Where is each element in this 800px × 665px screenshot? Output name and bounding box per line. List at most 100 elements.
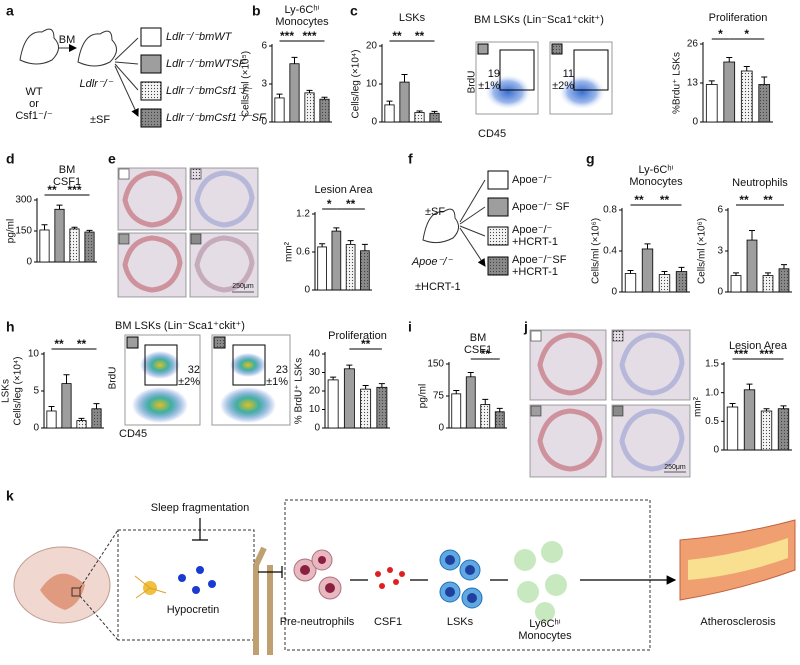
y-axis-label: Cells/ml (×10⁶)	[697, 218, 708, 284]
group-label: Apoe⁻/⁻	[512, 224, 553, 236]
y-tick-label: 40	[309, 349, 321, 360]
y-tick-label: 0	[713, 445, 719, 456]
chart-title: Ly-6Cʰⁱ	[638, 164, 673, 176]
y-axis-label: %Brdu⁺ LSKs	[672, 52, 683, 114]
significance-label: **	[634, 193, 644, 207]
y-tick-label: 6	[261, 41, 267, 52]
group-label: Apoe⁻/⁻SF	[512, 254, 567, 266]
label: CD45	[119, 428, 147, 440]
error-bar	[78, 417, 85, 421]
label: ±HCRT-1	[415, 281, 461, 293]
error-bar	[763, 408, 770, 412]
bar	[331, 230, 342, 291]
error-bar	[644, 243, 651, 249]
significance-label: **	[660, 193, 670, 207]
gate-label: 11	[563, 68, 574, 80]
bar	[730, 275, 742, 293]
error-bar	[41, 224, 48, 230]
bar-pattern	[376, 387, 387, 428]
gate-label: 32	[188, 364, 200, 376]
label: Sleep fragmentation	[151, 502, 249, 514]
panel-letter: b	[252, 3, 261, 19]
error-bar	[661, 271, 668, 275]
bar	[54, 208, 65, 263]
bar	[46, 410, 57, 429]
chart-title: CSF1	[53, 176, 81, 188]
bar	[343, 368, 355, 429]
significance-label: **	[346, 197, 356, 211]
y-tick-label: 3	[261, 79, 267, 90]
chart-title: BM	[470, 332, 487, 344]
label: CD45	[478, 128, 506, 140]
error-bar	[431, 110, 438, 114]
bar-pattern	[778, 408, 789, 450]
label: WT	[25, 86, 42, 98]
gate-label: 19	[488, 68, 500, 80]
y-tick-label: 0.6	[296, 247, 310, 258]
y-axis-label: Cells/leg (×10⁴)	[13, 356, 24, 425]
y-tick-label: 75	[433, 391, 445, 402]
significance-label: **	[47, 183, 57, 197]
step-label: Monocytes	[518, 630, 572, 642]
significance-label: ***	[302, 29, 316, 43]
error-bar	[780, 405, 787, 409]
error-bar	[362, 384, 369, 390]
chart-title: BM	[59, 164, 76, 176]
label: Ldlr⁻/⁻	[79, 78, 113, 90]
bar-pattern	[414, 112, 425, 122]
error-bar	[306, 89, 313, 93]
error-bar	[467, 372, 474, 377]
chart-title: Lesion Area	[729, 340, 788, 352]
significance-label: **	[415, 29, 425, 43]
bar	[465, 376, 476, 429]
error-bar	[453, 389, 460, 394]
error-bar	[678, 266, 685, 272]
bar	[384, 104, 395, 123]
gate-label: 23	[276, 364, 288, 376]
y-tick-label: 13	[687, 78, 699, 89]
y-axis-label: pg/ml	[418, 384, 429, 408]
panel-letter: e	[108, 151, 116, 167]
bar-pattern	[758, 84, 770, 122]
error-bar	[378, 383, 385, 388]
bar	[726, 406, 739, 451]
label: 250μm	[232, 283, 254, 290]
y-axis-label: Cells/leg (×10⁴)	[351, 49, 362, 118]
error-bar	[726, 57, 733, 62]
bar-pattern	[84, 232, 95, 262]
significance-label: ***	[280, 29, 294, 43]
y-tick-label: 20	[309, 386, 321, 397]
y-axis-label: Cells/ml (×10⁵)	[241, 51, 252, 117]
panel-letter: h	[6, 319, 15, 335]
y-tick-label: 0	[717, 287, 723, 298]
y-tick-label: 150	[15, 226, 32, 237]
error-bar	[333, 227, 340, 232]
group-label: Ldlr⁻/⁻bmWTSF	[166, 58, 247, 70]
step-label: Pre-neutrophils	[280, 616, 355, 628]
error-bar	[733, 272, 739, 276]
error-bar	[482, 398, 489, 405]
error-bar	[765, 272, 771, 276]
significance-label: **	[481, 347, 491, 361]
bar	[723, 61, 736, 123]
bar-pattern	[429, 113, 440, 122]
label: BrdU	[108, 367, 119, 390]
label: or	[29, 98, 39, 110]
y-tick-label: 10	[28, 349, 40, 360]
error-bar	[346, 364, 353, 369]
group-label: Apoe⁻/⁻ SF	[512, 201, 570, 213]
y-tick-label: 10	[366, 79, 378, 90]
y-axis-label: pg/ml	[6, 219, 17, 243]
bar-pattern	[76, 420, 87, 428]
significance-label: **	[54, 337, 64, 351]
bar	[746, 239, 758, 293]
group-swatches	[140, 27, 509, 276]
schematic-k	[13, 499, 796, 655]
error-bar	[627, 269, 634, 274]
bar	[451, 393, 462, 429]
label: Csf1⁻/⁻	[15, 110, 52, 122]
histology-e	[117, 167, 259, 298]
bar-pattern	[69, 228, 80, 262]
error-bar	[361, 243, 368, 251]
